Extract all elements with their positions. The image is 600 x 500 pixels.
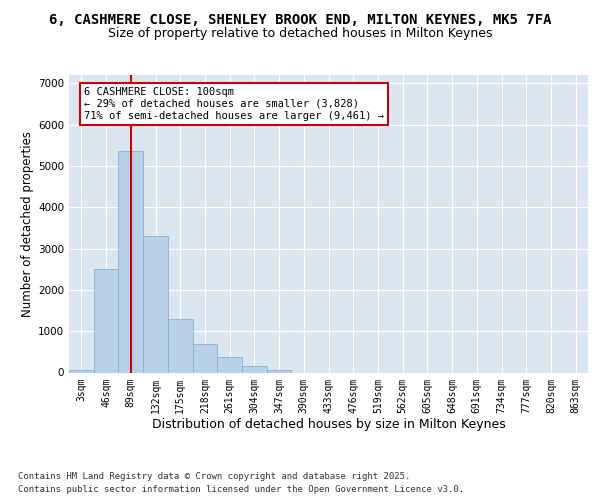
Bar	[168, 319, 193, 372]
Text: Contains HM Land Registry data © Crown copyright and database right 2025.: Contains HM Land Registry data © Crown c…	[18, 472, 410, 481]
Bar	[69, 370, 94, 372]
Text: 6 CASHMERE CLOSE: 100sqm
← 29% of detached houses are smaller (3,828)
71% of sem: 6 CASHMERE CLOSE: 100sqm ← 29% of detach…	[84, 88, 384, 120]
Bar	[193, 344, 217, 372]
Bar	[143, 236, 168, 372]
Text: 6, CASHMERE CLOSE, SHENLEY BROOK END, MILTON KEYNES, MK5 7FA: 6, CASHMERE CLOSE, SHENLEY BROOK END, MI…	[49, 12, 551, 26]
Bar	[242, 366, 267, 372]
Bar	[267, 370, 292, 372]
Bar	[217, 357, 242, 372]
Y-axis label: Number of detached properties: Number of detached properties	[21, 130, 34, 317]
Bar	[94, 269, 118, 372]
Text: Contains public sector information licensed under the Open Government Licence v3: Contains public sector information licen…	[18, 485, 464, 494]
Bar	[118, 152, 143, 372]
Text: Size of property relative to detached houses in Milton Keynes: Size of property relative to detached ho…	[108, 28, 492, 40]
X-axis label: Distribution of detached houses by size in Milton Keynes: Distribution of detached houses by size …	[152, 418, 505, 431]
